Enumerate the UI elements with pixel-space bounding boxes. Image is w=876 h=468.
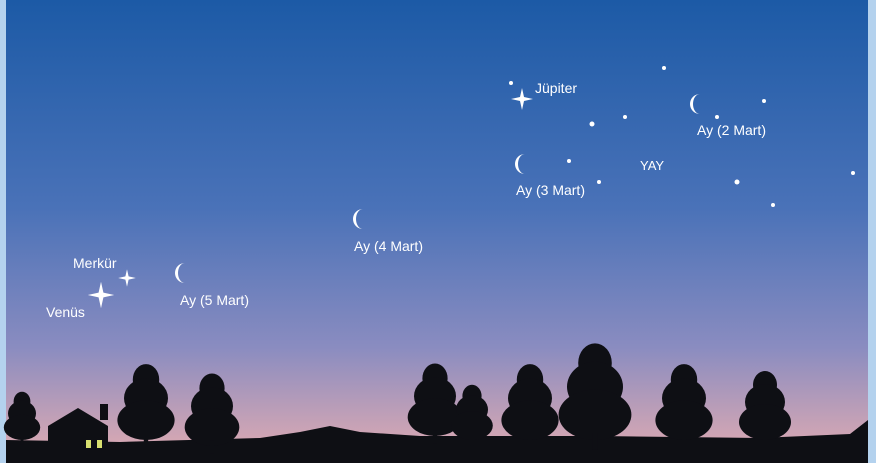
constellation-label: YAY — [640, 158, 664, 173]
mercury-label: Merkür — [73, 255, 117, 271]
sky-illustration: Jüpiter Ay (2 Mart) Ay (3 Mart) YAY Ay (… — [0, 0, 876, 463]
jupiter-label: Jüpiter — [535, 80, 577, 96]
moon-label: Ay (4 Mart) — [354, 238, 423, 254]
moon-label: Ay (2 Mart) — [697, 122, 766, 138]
moon-label: Ay (5 Mart) — [180, 292, 249, 308]
venus-label: Venüs — [46, 304, 85, 320]
moon-label: Ay (3 Mart) — [516, 182, 585, 198]
page: Jüpiter Ay (2 Mart) Ay (3 Mart) YAY Ay (… — [0, 0, 876, 463]
